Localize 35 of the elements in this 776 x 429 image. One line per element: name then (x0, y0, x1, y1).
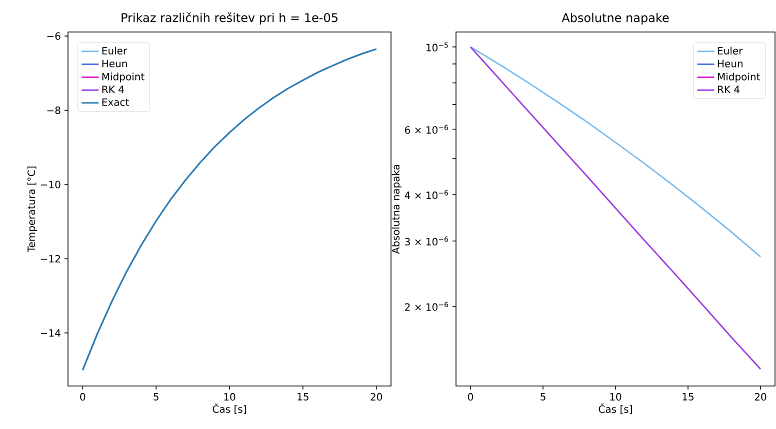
y-tick-label: −6 (47, 32, 60, 40)
y-tick-label: −8 (47, 106, 60, 114)
x-tick-label: 15 (682, 393, 694, 400)
y-tick-label: 4 × 10$^{−6}$ (404, 190, 448, 200)
y-tick-label: −14 (40, 329, 60, 337)
x-tick-label: 0 (80, 393, 86, 401)
legend-label: Midpoint (102, 72, 144, 82)
x-tick-label: 10 (610, 393, 622, 401)
x-tick-label: 0 (468, 393, 474, 401)
x-tick-label: 15 (298, 393, 308, 400)
legend-label: Euler (102, 46, 128, 55)
x-tick-label: 20 (370, 393, 382, 401)
y-tick-label: 3 × 10$^{−6}$ (405, 236, 448, 246)
legend-label: RK 4 (718, 86, 740, 94)
legend-label: Heun (718, 60, 742, 68)
legend-label: Euler (718, 46, 743, 55)
chart-title: Prikaz različnih rešitev pri h = 1e-05 (122, 12, 338, 24)
y-tick-label: −10 (40, 180, 60, 188)
y-tick-label: 2 × 10$^{−6}$ (405, 302, 448, 311)
y-axis-title: Absolutna napaka (392, 164, 402, 254)
legend-label: Midpoint (718, 72, 760, 82)
y-tick-label: 10$^{−5}$ (426, 42, 448, 52)
x-tick-label: 10 (224, 393, 236, 401)
legend-label: Heun (102, 60, 127, 68)
y-tick-label: −12 (40, 255, 60, 262)
legend-label: RK 4 (102, 86, 124, 94)
x-tick-label: 5 (154, 393, 158, 400)
x-tick-label: 20 (754, 393, 766, 401)
y-tick-label: 6 × 10$^{−6}$ (405, 124, 448, 134)
x-axis-title: Čas [s] (212, 403, 246, 414)
legend-label: Exact (102, 98, 129, 106)
y-axis-title: Temperatura [°C] (27, 166, 38, 252)
chart-title: Absolutne napake (562, 12, 669, 25)
x-axis-title: Čas [s] (598, 403, 632, 414)
x-tick-label: 5 (540, 393, 546, 400)
